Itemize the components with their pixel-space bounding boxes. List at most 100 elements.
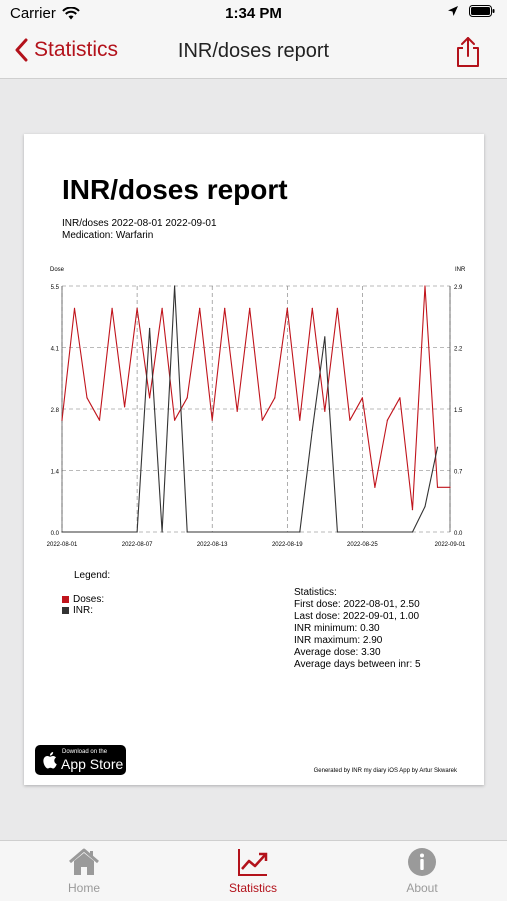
y-right-tick-label: 2.2 xyxy=(454,347,463,353)
tab-about[interactable]: About xyxy=(372,847,472,895)
series-point-inr xyxy=(174,285,176,287)
series-point-doses xyxy=(86,397,88,399)
series-point-inr xyxy=(411,531,414,533)
series-point-inr xyxy=(186,531,188,533)
stats-inr-min: INR minimum: 0.30 xyxy=(294,623,380,634)
badge-small-text: Download on the xyxy=(62,749,108,755)
home-icon xyxy=(69,848,99,875)
tab-about-label: About xyxy=(406,881,438,895)
series-point-doses xyxy=(399,397,401,399)
share-button[interactable] xyxy=(455,36,481,73)
x-tick-label: 2022-08-13 xyxy=(197,542,228,548)
wifi-icon xyxy=(62,7,80,20)
stats-heading: Statistics: xyxy=(294,587,337,598)
series-point-inr xyxy=(336,531,338,533)
x-tick-label: 2022-08-19 xyxy=(272,542,303,548)
report-credit: Generated by INR my diary iOS App by Art… xyxy=(313,768,457,774)
legend-doses-swatch xyxy=(62,596,69,603)
y-right-tick-label: 0.0 xyxy=(454,531,463,537)
series-point-doses xyxy=(186,397,188,399)
series-point-inr xyxy=(136,531,138,533)
stats-first-dose: First dose: 2022-08-01, 2.50 xyxy=(294,599,420,610)
series-point-doses xyxy=(374,486,376,488)
y-right-tick-label: 0.7 xyxy=(454,470,463,476)
legend-inr: INR: xyxy=(62,605,93,616)
y-right-axis-label: INR xyxy=(455,267,466,273)
series-point-inr xyxy=(61,531,63,533)
series-point-doses xyxy=(424,285,426,287)
chart-grid xyxy=(61,285,451,533)
report-page: INR/doses report INR/doses 2022-08-01 20… xyxy=(24,134,484,785)
x-tick-label: 2022-08-25 xyxy=(347,542,378,548)
series-point-doses xyxy=(324,410,326,412)
location-arrow-icon xyxy=(448,6,458,16)
tab-home-label: Home xyxy=(67,881,100,895)
back-button-label: Statistics xyxy=(34,38,119,61)
series-point-doses xyxy=(336,307,338,309)
series-point-inr xyxy=(161,531,163,533)
y-left-tick-label: 2.8 xyxy=(51,408,60,414)
app-store-badge[interactable]: Download on the App Store xyxy=(35,745,126,775)
series-point-doses xyxy=(311,307,313,309)
series-point-doses xyxy=(361,397,363,399)
status-left: Carrier xyxy=(10,5,80,22)
series-point-doses xyxy=(236,410,238,412)
y-left-tick-label: 5.5 xyxy=(51,285,60,291)
y-left-tick-label: 0.0 xyxy=(51,531,60,537)
navigation-bar: Statistics INR/doses report xyxy=(0,28,507,79)
chart-axes xyxy=(61,286,451,532)
series-point-doses xyxy=(111,307,113,309)
series-point-doses xyxy=(73,307,76,309)
statistics-block: Statistics: First dose: 2022-08-01, 2.50… xyxy=(294,587,421,671)
series-point-doses xyxy=(249,307,251,309)
share-icon xyxy=(457,37,479,67)
tab-statistics-label: Statistics xyxy=(228,881,277,895)
series-point-doses xyxy=(211,419,213,421)
series-point-doses xyxy=(274,397,276,399)
series-point-doses xyxy=(449,486,451,488)
x-tick-label: 2022-09-01 xyxy=(435,542,466,548)
series-point-doses xyxy=(261,419,263,421)
apple-logo-icon xyxy=(43,752,57,769)
chart-labels: 5.5 2.9 4.1 2.2 2.8 1.5 1.4 0.7 0.0 0.0 2022-08-01… xyxy=(47,267,466,548)
y-right-tick-label: 1.5 xyxy=(454,408,463,414)
stats-average-dose: Average dose: 3.30 xyxy=(294,647,381,658)
y-left-axis-label: Dose xyxy=(50,267,65,273)
series-point-doses xyxy=(136,307,138,309)
carrier-label: Carrier xyxy=(10,5,56,22)
report-range: INR/doses 2022-08-01 2022-09-01 xyxy=(62,218,217,229)
tab-statistics[interactable]: Statistics xyxy=(203,847,303,895)
series-point-inr xyxy=(299,531,301,533)
inr-doses-chart: 5.5 2.9 4.1 2.2 2.8 1.5 1.4 0.7 0.0 0.0 2022-08-01… xyxy=(47,267,466,548)
series-point-doses xyxy=(299,419,301,421)
series-line-doses xyxy=(61,285,450,511)
series-point-doses xyxy=(61,419,63,421)
page-title: INR/doses report xyxy=(177,40,330,62)
series-point-doses xyxy=(386,419,389,421)
legend-doses: Doses: xyxy=(62,594,104,605)
report-medication: Medication: Warfarin xyxy=(62,230,154,241)
x-tick-label: 2022-08-01 xyxy=(47,542,78,548)
badge-big-text: App Store xyxy=(61,756,124,772)
series-point-doses xyxy=(149,397,151,399)
tab-home[interactable]: Home xyxy=(34,847,134,895)
legend-doses-label: Doses: xyxy=(73,594,105,605)
legend-inr-label: INR: xyxy=(73,605,93,616)
x-tick-label: 2022-08-07 xyxy=(122,542,153,548)
back-button[interactable]: Statistics xyxy=(14,38,118,62)
info-icon xyxy=(408,848,436,876)
series-point-inr xyxy=(424,505,426,508)
series-point-doses xyxy=(224,307,226,309)
series-point-doses xyxy=(349,419,351,421)
report-title: INR/doses report xyxy=(62,174,288,205)
series-point-inr xyxy=(149,327,151,330)
series-point-doses xyxy=(411,509,414,511)
legend-inr-swatch xyxy=(62,607,69,614)
chevron-left-icon xyxy=(15,38,28,62)
stats-average-days: Average days between inr: 5 xyxy=(294,659,421,670)
statistics-chart-icon xyxy=(238,849,268,876)
series-point-doses xyxy=(174,419,176,421)
battery-icon xyxy=(469,5,495,17)
series-point-doses xyxy=(161,307,163,309)
stats-last-dose: Last dose: 2022-09-01, 1.00 xyxy=(294,611,420,622)
